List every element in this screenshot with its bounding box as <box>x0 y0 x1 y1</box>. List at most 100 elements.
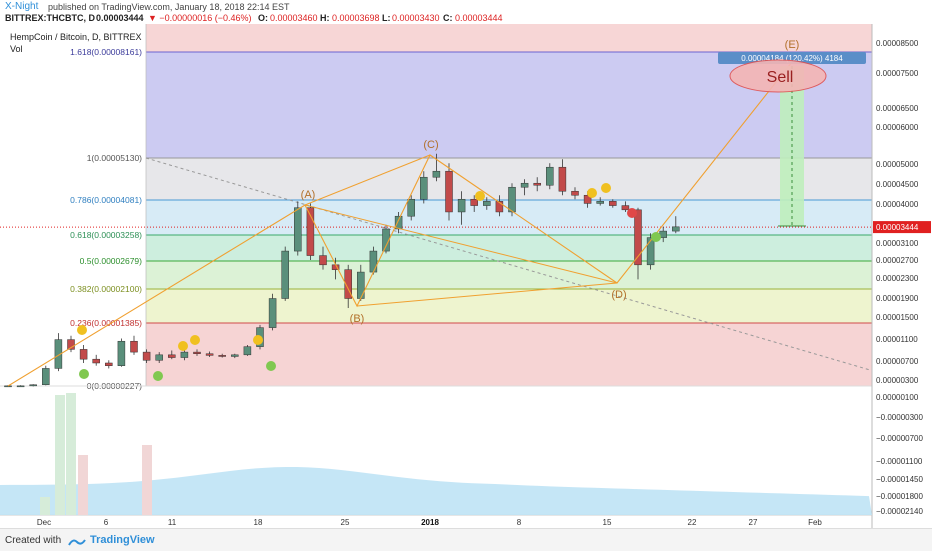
current-price-label: 0.00003444 <box>876 223 919 232</box>
candle-body <box>571 190 579 196</box>
candle-body <box>193 351 201 354</box>
harmonic-pattern: (A) (B) (C) (D) (E) 0.00004184 (120.42%) 4184… <box>7 39 866 387</box>
volume-bar <box>55 395 65 515</box>
candle-body <box>457 198 466 213</box>
signal-dot <box>77 325 87 335</box>
footer-bar: Created with TradingView <box>0 528 932 551</box>
price-tick: −0.00001800 <box>876 492 923 501</box>
signal-dot <box>178 341 188 351</box>
published-info: published on TradingView.com, January 18… <box>48 2 290 12</box>
price-tick: 0.00003100 <box>876 239 919 248</box>
time-axis: Dec 6 11 18 25 2018 8 15 22 27 Feb <box>37 518 823 527</box>
signal-dot <box>253 335 263 345</box>
candle-body <box>634 209 642 266</box>
open-label: O: <box>258 13 268 23</box>
volume-bar <box>142 445 152 515</box>
high-value: 0.00003698 <box>332 13 380 23</box>
chart-title: HempCoin / Bitcoin, D, BITTREX <box>10 32 142 42</box>
price-tick: 0.00008500 <box>876 39 919 48</box>
candle-body <box>130 340 138 353</box>
price-tick: 0.00002700 <box>876 256 919 265</box>
last-price: 0.00003444 <box>96 13 144 23</box>
price-tick: −0.00000700 <box>876 434 923 443</box>
price-tick: 0.00001500 <box>876 313 919 322</box>
time-tick: Feb <box>808 518 822 527</box>
price-tick: −0.00001450 <box>876 475 923 484</box>
candle-body <box>558 166 567 192</box>
time-tick: 2018 <box>421 518 439 527</box>
price-tick: 0.00006500 <box>876 104 919 113</box>
price-tick: 0.00006000 <box>876 123 919 132</box>
low-value: 0.00003430 <box>392 13 440 23</box>
candle-body <box>319 255 327 266</box>
candle-body <box>533 182 541 186</box>
candle-body <box>483 201 491 206</box>
candle-body <box>646 237 655 266</box>
candle-body <box>268 298 277 328</box>
candle-body <box>79 349 88 360</box>
candle-body <box>231 354 239 357</box>
price-tick: 0.00001900 <box>876 294 919 303</box>
volume-area <box>0 467 872 515</box>
fib-band <box>146 235 872 261</box>
time-tick: 6 <box>104 518 109 527</box>
tradingview-brand[interactable]: TradingView <box>90 534 155 546</box>
projection-label-box <box>718 52 866 64</box>
pattern-line <box>356 282 618 307</box>
signal-dot <box>475 191 485 201</box>
candle-body <box>357 271 365 299</box>
price-tick: 0.00000300 <box>876 376 919 385</box>
fib-band <box>146 289 872 323</box>
candle-body <box>520 182 529 188</box>
open-value: 0.00003460 <box>270 13 318 23</box>
candle-body <box>180 351 189 358</box>
candle-body <box>117 340 126 366</box>
candle-body <box>369 250 378 273</box>
candle-body <box>344 269 352 299</box>
created-with-text: Created with <box>5 535 62 546</box>
fib-band <box>146 261 872 289</box>
candle-body <box>495 201 504 213</box>
pattern-point-label: (C) <box>423 139 438 151</box>
candle-body <box>67 339 75 350</box>
fib-label: 0.786(0.00004081) <box>70 195 142 205</box>
symbol-line: BITTREX:THCBTC, D <box>5 13 95 23</box>
candle-body <box>609 201 617 206</box>
volume-pane <box>0 393 872 515</box>
pattern-line <box>304 204 618 284</box>
price-tick: −0.00000300 <box>876 413 923 422</box>
price-tick: −0.00001100 <box>876 457 923 466</box>
price-tick: 0.00000100 <box>876 393 919 402</box>
close-label: C: <box>443 13 453 23</box>
candle-body <box>105 362 113 366</box>
candle-body <box>142 351 151 361</box>
candle-body <box>672 226 680 232</box>
candle-body <box>546 166 554 186</box>
time-tick: 18 <box>254 518 263 527</box>
price-tick: 0.00004500 <box>876 180 919 189</box>
high-label: H: <box>320 13 330 23</box>
time-tick: 22 <box>688 518 697 527</box>
signal-dot <box>266 361 276 371</box>
author-name[interactable]: X-Night <box>5 1 39 12</box>
fib-label: 1.618(0.00008161) <box>70 47 142 57</box>
sell-ellipse <box>729 59 827 93</box>
volume-bar <box>66 393 76 515</box>
tradingview-logo-icon <box>68 534 86 546</box>
legend: HempCoin / Bitcoin, D, BITTREX Vol <box>10 32 142 54</box>
candle-body <box>205 353 214 356</box>
signal-dot <box>651 232 661 242</box>
fib-label: 0.5(0.00002679) <box>80 256 143 266</box>
price-tick: 0.00001100 <box>876 335 918 344</box>
candle-body <box>281 250 289 299</box>
current-price-tag <box>873 221 931 234</box>
price-tick: 0.00007500 <box>876 69 919 78</box>
price-chart[interactable]: 1.618(0.00008161) 1(0.00005130) 0.786(0.00… <box>0 0 932 528</box>
price-tick: 0.00004000 <box>876 200 919 209</box>
volume-bar <box>40 497 50 515</box>
candle-body <box>294 207 302 252</box>
candle-body <box>54 339 63 369</box>
candle-body <box>155 354 163 361</box>
fib-label: 0.236(0.00001385) <box>70 318 142 328</box>
